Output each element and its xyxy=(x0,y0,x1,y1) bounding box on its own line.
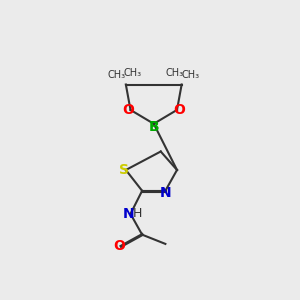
Text: B: B xyxy=(148,120,159,134)
Text: N: N xyxy=(122,207,134,221)
Text: CH₃: CH₃ xyxy=(166,68,184,78)
Text: O: O xyxy=(113,239,125,253)
Text: CH₃: CH₃ xyxy=(107,70,126,80)
Text: O: O xyxy=(173,103,185,117)
Text: O: O xyxy=(122,103,134,117)
Text: N: N xyxy=(160,186,171,200)
Text: CH₃: CH₃ xyxy=(124,68,142,78)
Text: S: S xyxy=(118,163,128,177)
Text: H: H xyxy=(133,207,142,220)
Text: CH₃: CH₃ xyxy=(182,70,200,80)
